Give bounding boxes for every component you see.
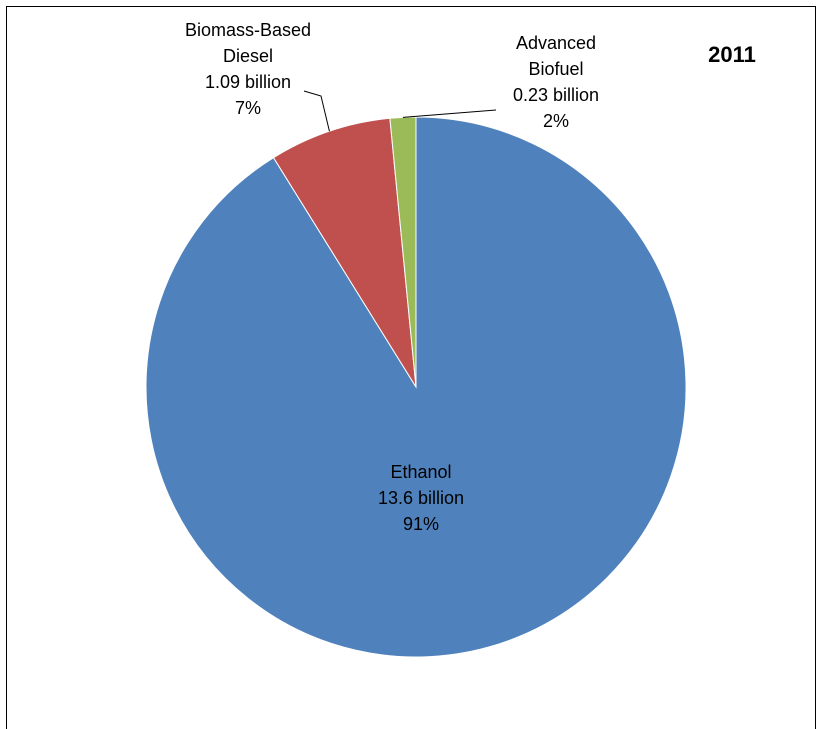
chart-title: 2011 [708,42,756,67]
pie-slice-advanced-biofuel [389,116,417,388]
data-label-biomass-based-diesel: Biomass-Based Diesel 1.09 billion 7% [185,20,311,118]
data-label-ethanol: Ethanol 13.6 billion 91% [378,462,464,534]
leader-line-advanced-biofuel [402,109,497,118]
labels-layer: Ethanol 13.6 billion 91% Biomass-Based Diese… [185,20,599,534]
slices-layer [145,116,687,658]
leader-line-biomass-based-diesel [303,90,330,132]
data-label-advanced-biofuel: Advanced Biofuel 0.23 billion 2% [513,33,599,131]
chart-frame [6,6,816,729]
leader-lines [303,90,497,132]
pie-slice-biomass-based-diesel [272,117,417,388]
